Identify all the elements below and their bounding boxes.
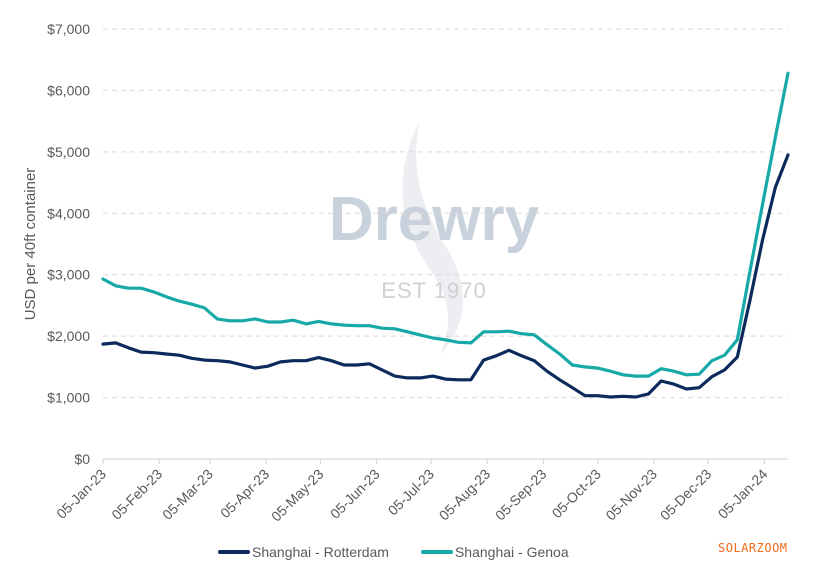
legend-swatch-genoa (420, 550, 453, 554)
y-tick-label: $1,000 (47, 390, 90, 406)
x-tick-label: 05-Mar-23 (159, 466, 216, 523)
y-tick-label: $7,000 (47, 21, 90, 37)
x-tick-label: 05-Jan-24 (715, 466, 771, 522)
x-tick-label: 05-Jun-23 (327, 466, 383, 522)
x-tick-label: 05-May-23 (268, 466, 327, 525)
x-tick-label: 05-Dec-23 (657, 466, 715, 524)
x-tick-label: 05-Aug-23 (436, 466, 494, 524)
gridlines (103, 28, 788, 399)
x-tick-label: 05-Nov-23 (602, 466, 660, 524)
y-tick-label: $4,000 (47, 205, 90, 221)
series-line-shanghai-rotterdam (101, 153, 790, 399)
legend-item-rotterdam[interactable]: Shanghai - Rotterdam (218, 544, 389, 560)
y-tick-label: $6,000 (47, 82, 90, 98)
legend-label-rotterdam: Shanghai - Rotterdam (252, 544, 389, 560)
series-lines (101, 71, 790, 399)
y-tick-label: $5,000 (47, 144, 90, 160)
y-axis: $0 $1,000 $2,000 $3,000 $4,000 $5,000 $6,000 $7… (47, 21, 90, 467)
legend-swatch-rotterdam (218, 550, 250, 554)
series-line-shanghai-genoa (101, 71, 790, 378)
x-tick-label: 05-Jul-23 (385, 466, 438, 519)
watermark-brand: Drewry (329, 185, 540, 254)
solarzoom-watermark: SOLARZOOM (718, 541, 788, 555)
x-tick-label: 05-Oct-23 (549, 466, 604, 521)
x-tick-label: 05-Jan-23 (53, 466, 109, 522)
y-tick-label: $2,000 (47, 328, 90, 344)
legend-item-genoa[interactable]: Shanghai - Genoa (420, 544, 569, 560)
legend: Shanghai - Rotterdam Shanghai - Genoa (218, 544, 601, 560)
y-axis-title: USD per 40ft container (22, 168, 39, 321)
y-tick-label: $3,000 (47, 267, 90, 283)
x-tick-label: 05-Feb-23 (108, 466, 165, 523)
flame-logo-icon (402, 120, 464, 355)
drewry-watermark: Drewry EST 1970 (329, 120, 540, 355)
watermark-tagline: EST 1970 (381, 278, 486, 303)
x-tick-label: 05-Apr-23 (217, 466, 272, 521)
y-tick-label: $0 (74, 451, 90, 467)
x-tick-label: 05-Sep-23 (492, 466, 550, 524)
legend-label-genoa: Shanghai - Genoa (454, 544, 569, 560)
